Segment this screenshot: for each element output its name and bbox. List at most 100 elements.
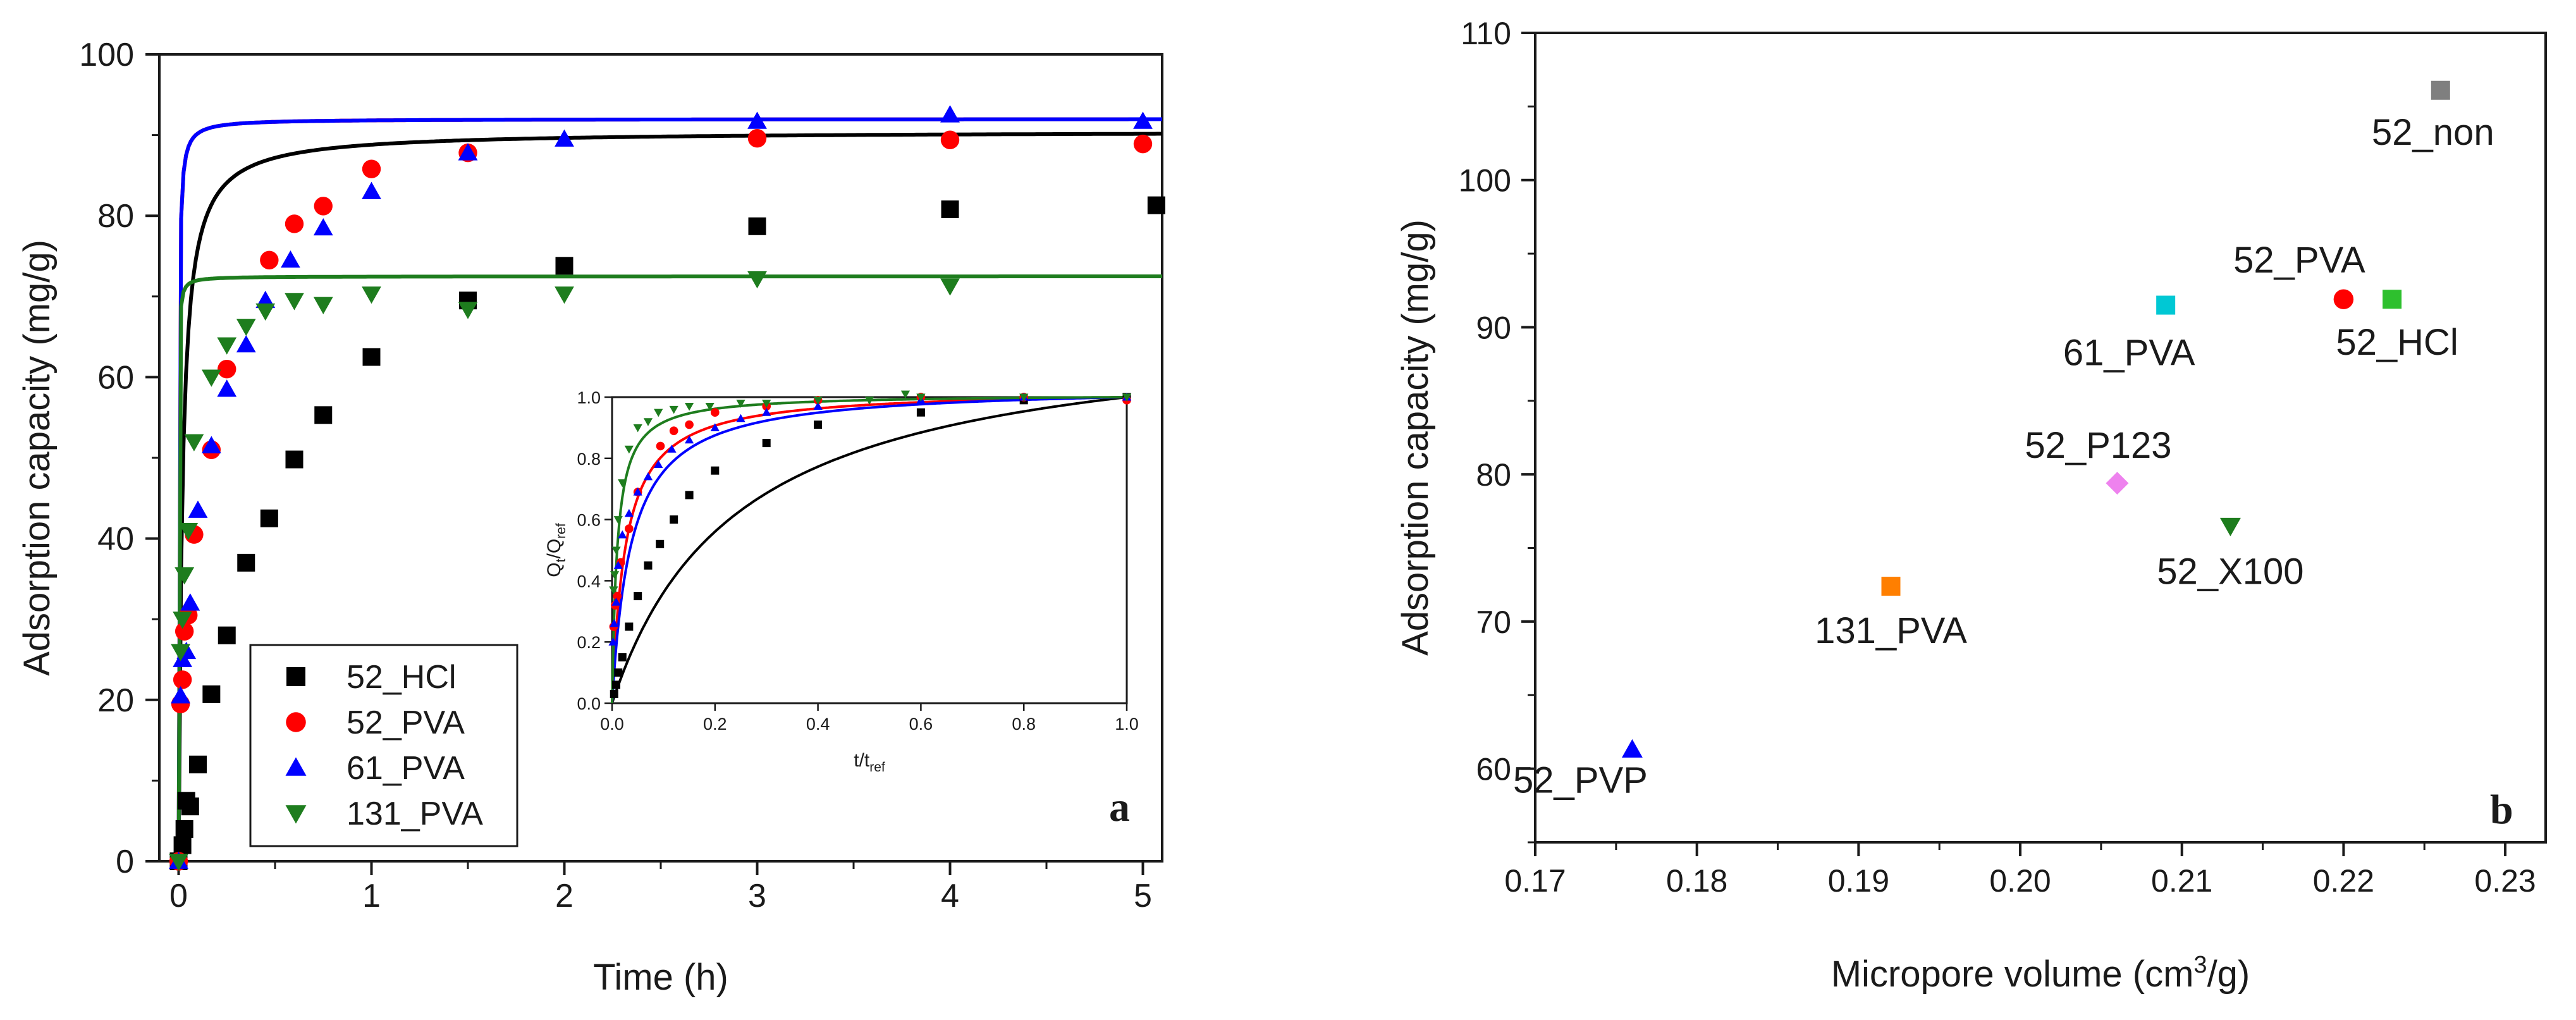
legend-label: 131_PVA <box>347 796 483 832</box>
inset-data-point-131_PVA <box>1019 393 1029 402</box>
point-label-52_PVA: 52_PVA <box>2233 240 2365 281</box>
inset-data-point-131_PVA <box>611 546 621 555</box>
legend-marker-61_PVA <box>285 757 307 776</box>
inset-y-axis-label: Qt/Qref <box>544 523 568 577</box>
inset-data-point-131_PVA <box>705 402 715 411</box>
inset-data-point-52_HCl <box>670 515 678 524</box>
inset-fit-curve-52_HCl <box>611 396 1127 704</box>
inset-data-point-61_PVA <box>624 508 634 517</box>
x-tick-label: 1 <box>362 878 381 914</box>
y-axis-label: Adsorption capacity (mg/g) <box>1395 219 1436 656</box>
panel-b: 0.17 0.18 0.19 0.20 0.21 0.22 0.23 60 70 80 90 100 1… <box>1395 16 2547 995</box>
y-tick-label: 70 <box>1476 605 1511 640</box>
x-tick-label: 2 <box>555 878 573 914</box>
inset-y-axis-part: /Q <box>544 539 565 559</box>
y-tick-label: 110 <box>1461 16 1511 51</box>
inset-data-point-61_PVA <box>654 460 663 469</box>
point-label-52_P123: 52_P123 <box>2025 425 2171 466</box>
data-point-52_HCl <box>237 553 255 572</box>
inset-y-tick-label: 0.2 <box>577 633 601 652</box>
inset-data-point-61_PVA <box>762 408 771 416</box>
panel-label-b: b <box>2490 787 2513 833</box>
inset-data-point-131_PVA <box>643 418 653 426</box>
inset-data-point-61_PVA <box>613 561 623 569</box>
inset-x-tick-label: 0.2 <box>703 715 727 734</box>
data-point-131_PVA <box>171 644 190 661</box>
x-tick-label: 4 <box>941 878 959 914</box>
inset-y-axis-part: ref <box>554 523 568 539</box>
legend-label: 52_PVA <box>347 704 465 741</box>
inset-data-point-131_PVA <box>669 405 678 414</box>
inset-data-point-52_HCl <box>614 668 623 677</box>
data-point-52_non <box>2431 80 2450 100</box>
inset-data-point-61_PVA <box>710 423 720 431</box>
inset-x-axis-sub: ref <box>869 760 885 775</box>
data-point-52_HCl <box>218 626 236 644</box>
data-point-52_PVA <box>173 670 192 689</box>
data-point-61_PVA <box>313 218 333 236</box>
inset-y-axis-part: Q <box>544 562 565 577</box>
inset-data-point-131_PVA <box>1122 393 1132 402</box>
inset-data-point-52_HCl <box>625 622 634 631</box>
data-point-61_PVA <box>180 593 200 611</box>
y-tick-label: 60 <box>1476 752 1511 787</box>
point-label-52_HCl: 52_HCl <box>2336 322 2458 363</box>
inset-data-point-52_HCl <box>762 439 771 448</box>
inset-data-point-131_PVA <box>624 445 634 454</box>
inset-data-point-52_HCl <box>618 653 627 661</box>
inset-y-axis-part: t <box>554 558 568 562</box>
data-point-131_PVA <box>313 297 333 314</box>
x-tick-label: 5 <box>1134 878 1152 914</box>
inset-x-tick-label: 0.4 <box>806 715 830 734</box>
inset-data-point-131_PVA <box>762 400 771 408</box>
inset-data-point-131_PVA <box>654 409 663 417</box>
inset-data-point-61_PVA <box>736 414 745 422</box>
inset-data-point-61_PVA <box>684 435 694 444</box>
inset-data-point-61_PVA <box>813 402 823 410</box>
inset-data-point-52_PVA <box>669 426 678 436</box>
inset-data-point-131_PVA <box>618 479 627 488</box>
data-point-52_PVA <box>2333 289 2354 309</box>
x-tick-label: 0 <box>169 878 188 914</box>
x-tick-label: 0.23 <box>2474 863 2536 899</box>
data-point-52_HCl <box>189 755 207 773</box>
data-point-131_PVA <box>217 337 237 355</box>
inset: 0.0 0.2 0.4 0.6 0.8 1.0 0.0 0.2 0.4 0.6 0.8 1.0 t/tr… <box>544 388 1139 775</box>
inset-data-point-52_HCl <box>916 408 925 417</box>
point-label-61_PVA: 61_PVA <box>2063 333 2195 374</box>
x-axis-label-sup: 3 <box>2193 952 2207 978</box>
data-point-131_PVA <box>362 286 381 304</box>
data-point-52_PVA <box>175 622 194 641</box>
data-point-61_PVA <box>1133 111 1153 129</box>
legend-label: 52_HCl <box>347 659 456 696</box>
y-tick-label: 100 <box>1459 163 1511 199</box>
data-point-52_HCl <box>175 820 193 838</box>
data-point-131_PVA <box>173 611 192 629</box>
y-tick-label: 0 <box>116 844 134 880</box>
inset-data-point-131_PVA <box>736 400 745 408</box>
legend-label: 61_PVA <box>347 750 465 787</box>
data-point-52_HCl <box>362 348 381 366</box>
data-point-61_PVA <box>747 111 767 129</box>
inset-y-tick-label: 0.8 <box>577 450 601 469</box>
data-point-52_HCl <box>202 685 221 703</box>
y-tick-label: 90 <box>1476 310 1511 345</box>
inset-data-point-61_PVA <box>618 530 627 539</box>
data-point-61_PVA <box>458 143 478 161</box>
fit-curve-131_PVA <box>176 274 1162 862</box>
data-point-61_PVA <box>217 379 237 397</box>
inset-data-point-52_HCl <box>610 689 618 698</box>
data-point-61_PVA <box>236 335 256 353</box>
fit-curve-52_HCl <box>176 132 1162 862</box>
inset-data-point-131_PVA <box>916 393 926 402</box>
data-point-131_PVA <box>255 303 276 321</box>
y-tick-label: 80 <box>97 198 134 235</box>
inset-data-point-61_PVA <box>643 472 653 481</box>
data-point-52_PVA <box>314 197 333 216</box>
x-axis-label-tail: /g) <box>2207 954 2250 995</box>
inset-data-point-61_PVA <box>611 598 621 606</box>
data-point-52_HCl <box>2383 290 2402 309</box>
data-point-52_PVP <box>1621 739 1643 758</box>
x-tick-label: 0.22 <box>2313 863 2374 899</box>
y-tick-label: 40 <box>97 521 134 558</box>
